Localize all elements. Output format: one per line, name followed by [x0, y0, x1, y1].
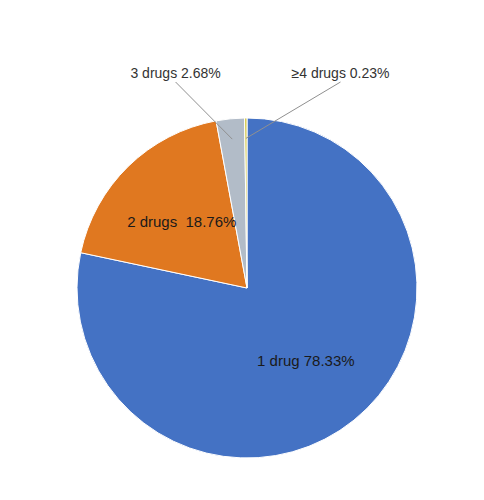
svg-text:2 drugs 18.76%: 2 drugs 18.76%	[127, 213, 236, 230]
svg-text:≥4 drugs 0.23%: ≥4 drugs 0.23%	[292, 65, 390, 81]
svg-text:1 drug 78.33%: 1 drug 78.33%	[257, 352, 355, 369]
svg-text:3 drugs 2.68%: 3 drugs 2.68%	[130, 65, 220, 81]
